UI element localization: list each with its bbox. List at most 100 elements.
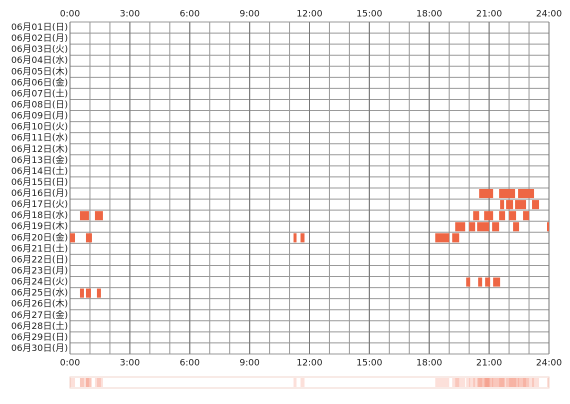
summary-segment [493,378,501,387]
day-label: 06月21日(土) [11,242,68,254]
day-label: 06月11日(水) [11,132,68,144]
day-label: 06月27日(金) [11,309,68,321]
day-label: 06月20日(金) [11,231,68,243]
summary-segment [94,378,103,387]
day-label: 06月01日(日) [11,22,68,33]
summary-segment [79,378,89,387]
summary-segment [500,378,505,387]
day-label: 06月30日(月) [11,343,68,354]
activity-segment [513,222,520,232]
activity-segment [547,222,549,232]
summary-segment [455,378,466,387]
summary-segment [547,378,549,387]
day-label: 06月12日(木) [11,143,68,155]
summary-segment [523,378,530,387]
activity-segment [518,189,535,199]
summary-strip [69,376,550,389]
activity-segment [94,211,103,221]
x-tick-label-bottom: 12:00 [297,359,323,369]
activity-segment [435,233,450,243]
summary-segment [469,378,476,387]
summary-segment [477,378,490,387]
summary-segment [509,378,517,387]
day-label: 06月08日(日) [11,100,68,111]
day-label: 06月28日(土) [11,320,68,332]
x-tick-label-bottom: 21:00 [476,359,502,369]
activity-segment [484,211,494,221]
activity-segment [293,233,297,243]
summary-segment [513,378,520,387]
day-label: 06月19日(木) [11,220,68,232]
activity-segment [500,200,505,210]
activity-segment [499,211,506,221]
summary-segment [452,378,460,387]
day-label: 06月13日(金) [11,154,68,166]
activity-segment [469,222,476,232]
day-label: 06月05日(木) [11,65,68,77]
x-tick-label-top: 15:00 [356,10,382,20]
activity-segment [506,200,514,210]
summary-segment [79,378,84,387]
x-tick-label-bottom: 15:00 [356,359,382,369]
activity-segment [492,222,500,232]
summary-segment [70,378,75,387]
activity-segment [85,233,92,243]
x-tick-label-top: 12:00 [297,10,323,20]
day-label: 06月15日(日) [11,177,68,188]
activity-segment [70,233,75,243]
day-label: 06月25日(水) [11,287,68,299]
summary-segment [515,378,527,387]
x-tick-label-bottom: 18:00 [416,359,442,369]
day-label: 06月24日(火) [11,277,68,288]
day-label: 06月04日(水) [11,54,68,66]
activity-segment [523,211,530,221]
summary-segment [492,378,500,387]
day-label: 06月07日(土) [11,87,68,99]
summary-segment [518,378,535,387]
day-label: 06月03日(火) [11,44,68,55]
day-label: 06月22日(日) [11,254,68,265]
x-tick-label-top: 3:00 [120,10,140,20]
activity-segment [79,288,84,298]
x-tick-label-top: 6:00 [180,10,200,20]
summary-segment [506,378,514,387]
x-tick-label-top: 0:00 [60,10,80,20]
activity-segment [466,277,471,287]
summary-segment [435,378,450,387]
x-tick-label-top: 18:00 [416,10,442,20]
summary-segment [499,378,506,387]
activity-segment [85,288,91,298]
activity-segment [479,189,494,199]
activity-segment [515,200,527,210]
day-label: 06月14日(土) [11,165,68,177]
x-tick-label-top: 21:00 [476,10,502,20]
summary-segment [85,378,91,387]
summary-segment [466,378,471,387]
summary-segment [300,378,305,387]
activity-segment [455,222,466,232]
x-tick-label-bottom: 9:00 [240,359,260,369]
x-tick-label-top: 9:00 [240,10,260,20]
summary-segment [96,378,101,387]
activity-segment [485,277,491,287]
x-tick-label-top: 24:00 [536,10,562,20]
summary-segment [484,378,494,387]
day-label: 06月16日(月) [11,188,68,199]
summary-segment [478,378,483,387]
activity-segment [478,277,483,287]
activity-segment [300,233,305,243]
activity-segment [509,211,517,221]
day-label: 06月18日(水) [11,209,68,221]
day-label: 06月17日(火) [11,199,68,210]
activity-segment [473,211,480,221]
x-tick-label-bottom: 24:00 [536,359,562,369]
day-label: 06月02日(月) [11,33,68,44]
summary-segment [485,378,491,387]
activity-segment [452,233,460,243]
activity-segment [532,200,540,210]
day-label: 06月09日(月) [11,111,68,122]
summary-segment [532,378,540,387]
day-label: 06月23日(月) [11,266,68,277]
x-tick-label-bottom: 3:00 [120,359,140,369]
